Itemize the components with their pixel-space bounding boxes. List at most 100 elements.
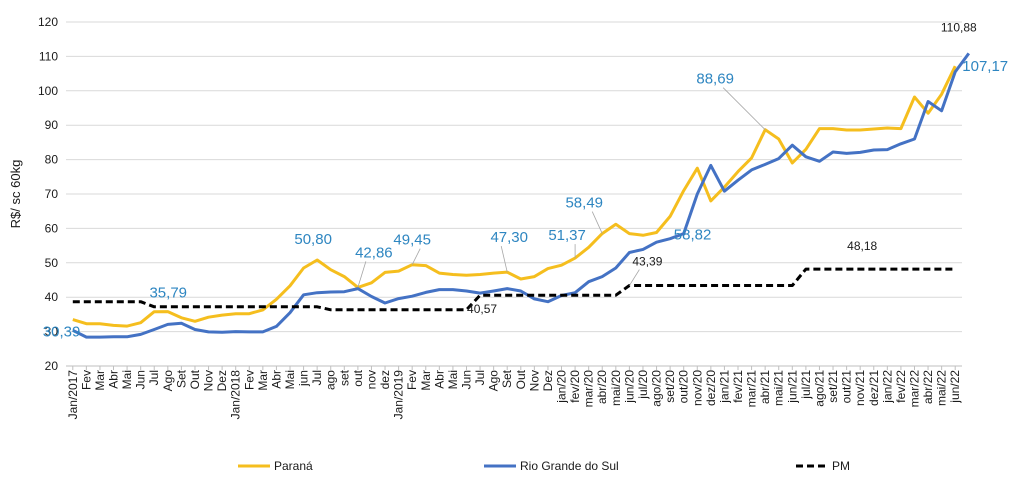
x-tick-label: Ago — [487, 370, 501, 392]
x-tick-label: mai/22 — [935, 370, 949, 406]
x-tick-label: mar/21 — [745, 370, 759, 408]
x-tick-label: Jun — [134, 370, 148, 389]
x-tick-label: Set — [500, 369, 514, 388]
x-tick-label: set/21 — [826, 370, 840, 403]
x-tick-label: jan/20 — [555, 370, 569, 404]
x-axis-ticks: Jan/2017 Fev Mar Abr Mai Jun Jul Ago Set Out Nov De… — [66, 366, 962, 419]
x-tick-label: mai/20 — [609, 370, 623, 406]
y-axis-ticks: 20 30 40 50 60 70 80 90 100 110 120 — [38, 15, 58, 373]
y-tick-label: 90 — [45, 118, 59, 132]
legend-label: Rio Grande do Sul — [520, 459, 619, 473]
data-label: 35,79 — [149, 285, 187, 302]
legend: Paraná Rio Grande do Sul PM — [238, 459, 850, 473]
x-tick-label: fev/20 — [568, 370, 582, 403]
data-label: 107,17 — [962, 58, 1008, 75]
data-label: 50,80 — [294, 231, 332, 248]
x-tick-label: ago — [324, 370, 338, 390]
leader-line — [629, 269, 640, 286]
x-tick-label: ago/20 — [650, 370, 664, 407]
data-label: 42,86 — [355, 244, 393, 261]
y-tick-label: 30 — [45, 325, 59, 339]
x-tick-label: Fev — [242, 370, 256, 390]
x-tick-label: jan/22 — [880, 370, 894, 404]
data-label: 40,57 — [467, 302, 497, 316]
x-tick-label: Nov — [527, 370, 541, 391]
series-line-paran- — [72, 65, 957, 328]
leader-line — [357, 261, 367, 288]
x-tick-label: jun/21 — [785, 370, 799, 404]
data-label: 49,45 — [393, 232, 431, 249]
x-tick-label: Jul — [473, 370, 487, 385]
y-tick-label: 50 — [45, 256, 59, 270]
x-tick-label: Mai — [446, 370, 460, 389]
x-tick-label: mai/21 — [772, 370, 786, 406]
x-tick-label: Mar — [93, 370, 107, 391]
x-tick-label: Jun — [459, 370, 473, 389]
leader-line — [411, 248, 421, 265]
x-tick-label: Mar — [419, 370, 433, 391]
x-tick-label: nov/20 — [690, 370, 704, 406]
x-tick-label: Mai — [283, 370, 297, 389]
x-tick-label: Ago — [161, 370, 175, 392]
x-tick-label: nov — [364, 370, 378, 389]
x-tick-label: abr/21 — [758, 370, 772, 404]
x-tick-label: out — [351, 369, 365, 386]
x-tick-label: Fev — [405, 370, 419, 390]
x-tick-label: jan/21 — [717, 370, 731, 404]
x-tick-label: Jul — [147, 370, 161, 385]
data-label: 30,39 — [43, 323, 81, 340]
data-label: 48,18 — [847, 239, 877, 253]
x-tick-label: dez/21 — [867, 370, 881, 406]
x-tick-label: Abr — [432, 370, 446, 389]
x-tick-label: mar/20 — [582, 370, 596, 408]
x-tick-label: Jan/2018 — [229, 370, 243, 420]
x-tick-label: fev/22 — [894, 370, 908, 403]
x-tick-label: Out — [514, 369, 528, 389]
x-tick-label: Abr — [107, 370, 121, 389]
x-tick-label: dez/20 — [704, 370, 718, 406]
y-tick-label: 80 — [45, 153, 59, 167]
x-tick-label: jun/20 — [622, 370, 636, 404]
leader-line — [591, 211, 603, 234]
x-tick-label: Dez — [541, 370, 555, 391]
x-tick-label: set — [337, 369, 351, 386]
gridlines — [66, 21, 962, 367]
series-line-rio-grande-do-sul — [72, 52, 971, 339]
x-tick-label: mar/22 — [907, 370, 921, 408]
x-tick-label: out/20 — [677, 370, 691, 404]
x-tick-label: Nov — [202, 370, 216, 391]
data-label: 43,39 — [632, 255, 662, 269]
x-tick-label: abr/22 — [921, 370, 935, 404]
leader-line — [500, 245, 508, 273]
x-tick-label: nov/21 — [853, 370, 867, 406]
y-tick-label: 70 — [45, 187, 59, 201]
x-tick-label: jun — [297, 370, 311, 387]
y-tick-label: 110 — [39, 49, 58, 63]
series-lines — [72, 52, 971, 339]
x-tick-label: Abr — [269, 370, 283, 389]
data-label: 110,88 — [941, 20, 977, 34]
x-tick-label: Jul — [310, 370, 324, 385]
legend-label: PM — [832, 459, 850, 473]
x-tick-label: set/20 — [663, 370, 677, 403]
x-tick-label: jul/21 — [799, 370, 813, 400]
y-tick-label: 100 — [38, 84, 58, 98]
data-label: 51,37 — [548, 227, 586, 244]
x-tick-label: abr/20 — [595, 370, 609, 404]
x-tick-label: Mai — [120, 370, 134, 389]
data-label: 88,69 — [696, 71, 734, 88]
leader-line — [722, 87, 766, 130]
y-tick-label: 60 — [45, 221, 59, 235]
data-label: 58,82 — [674, 226, 712, 243]
legend-label: Paraná — [274, 459, 313, 473]
x-tick-label: dez — [378, 370, 392, 389]
x-tick-label: jul/20 — [636, 370, 650, 400]
x-tick-label: ago/21 — [812, 370, 826, 407]
x-tick-label: out/21 — [840, 370, 854, 404]
x-tick-label: Out — [188, 369, 202, 389]
x-tick-label: Fev — [79, 370, 93, 390]
data-label: 47,30 — [490, 229, 528, 246]
x-tick-label: Set — [174, 369, 188, 388]
